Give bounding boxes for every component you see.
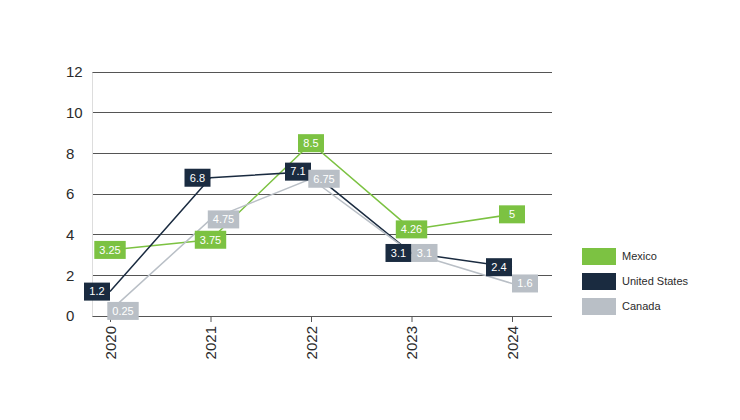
data-label-text: 0.25 (112, 305, 133, 317)
data-label: 3.1 (412, 244, 438, 262)
y-tick: 6 (66, 185, 92, 202)
data-label: 6.75 (308, 170, 339, 188)
series-line (110, 172, 512, 292)
y-tick-label: 0 (66, 307, 74, 324)
x-tick: 2024 (504, 316, 521, 359)
legend-label: Mexico (622, 250, 657, 262)
x-tick-label: 2021 (202, 326, 219, 359)
data-label: 1.2 (84, 283, 110, 301)
data-label: 3.25 (94, 241, 125, 259)
data-label: 4.75 (208, 210, 239, 228)
series-line (110, 179, 512, 311)
y-axis-line (92, 73, 93, 317)
data-label-text: 3.1 (417, 247, 432, 259)
data-label-box (107, 302, 138, 320)
data-label-box (512, 274, 538, 292)
data-label: 2.4 (486, 258, 512, 276)
data-label-text: 6.75 (313, 173, 334, 185)
data-label-box (486, 258, 512, 276)
lines (110, 143, 512, 311)
data-label-text: 3.1 (391, 247, 406, 259)
y-tick: 12 (66, 63, 92, 80)
data-label: 0.25 (107, 302, 138, 320)
data-label-box (84, 283, 110, 301)
y-tick: 10 (66, 104, 92, 121)
x-axis: 2020 2021 2022 2023 2024 (102, 316, 521, 359)
data-label-box (308, 170, 339, 188)
x-tick-mark (311, 316, 312, 322)
x-tick: 2022 (303, 316, 320, 359)
data-label-text: 4.75 (213, 213, 234, 225)
chart: 0 2 4 6 8 10 12 2020 2021 2022 2023 2024 3.25 3.75 8.5… (0, 0, 740, 420)
grid-line (92, 72, 552, 73)
legend-swatch (582, 298, 616, 315)
data-label-text: 5 (509, 208, 515, 220)
data-label: 3.75 (195, 231, 226, 249)
legend-label: United States (622, 275, 689, 287)
data-label: 3.1 (386, 244, 412, 262)
y-tick-label: 2 (66, 267, 74, 284)
legend-label: Canada (622, 300, 661, 312)
x-tick-label: 2022 (303, 326, 320, 359)
y-tick: 2 (66, 267, 92, 284)
data-label-text: 4.26 (401, 223, 422, 235)
grid-line (92, 194, 552, 195)
data-label-box (298, 134, 324, 152)
data-label-box (412, 244, 438, 262)
y-tick-label: 12 (66, 63, 83, 80)
data-label-box (499, 205, 525, 223)
x-tick-label: 2020 (102, 326, 119, 359)
data-label-text: 3.25 (99, 244, 120, 256)
y-tick-label: 4 (66, 226, 74, 243)
x-tick: 2023 (403, 316, 420, 359)
data-label: 1.6 (512, 274, 538, 292)
data-label: 7.1 (285, 163, 311, 181)
data-label-text: 3.75 (200, 234, 221, 246)
x-tick: 2021 (202, 316, 219, 359)
data-label: 8.5 (298, 134, 324, 152)
data-label-text: 1.2 (89, 285, 104, 297)
data-label-text: 8.5 (303, 137, 318, 149)
y-tick: 0 (66, 307, 92, 324)
data-label-box (386, 244, 412, 262)
data-label-box (396, 220, 427, 238)
data-label: 5 (499, 205, 525, 223)
data-label-text: 6.8 (190, 172, 205, 184)
data-label-box (185, 169, 211, 187)
x-axis-line (111, 317, 513, 323)
data-label-text: 7.1 (290, 165, 305, 177)
legend-swatch (582, 273, 616, 290)
data-label-box (208, 210, 239, 228)
x-tick-mark (512, 316, 513, 322)
legend-swatch (582, 248, 616, 265)
data-label-text: 2.4 (491, 261, 506, 273)
x-tick: 2020 (102, 316, 119, 359)
data-label-box (285, 163, 311, 181)
series-line (110, 143, 512, 250)
data-label-text: 1.6 (517, 277, 532, 289)
legend: Mexico United States Canada (582, 248, 689, 315)
y-tick: 8 (66, 145, 92, 162)
x-tick-label: 2023 (403, 326, 420, 359)
x-tick-mark (211, 316, 212, 322)
y-tick-label: 10 (66, 104, 83, 121)
data-label: 4.26 (396, 220, 427, 238)
x-tick-mark (412, 316, 413, 322)
grid (92, 72, 552, 316)
grid-line (92, 112, 552, 113)
data-label: 6.8 (185, 169, 211, 187)
data-label-box (94, 241, 125, 259)
y-tick: 4 (66, 226, 92, 243)
y-tick-label: 6 (66, 185, 74, 202)
data-labels: 3.25 3.75 8.5 4.26 5 1.2 6.8 7.1 3.1 2.4 0.25 4.75 6… (84, 134, 538, 320)
data-label-box (195, 231, 226, 249)
x-tick-label: 2024 (504, 326, 521, 359)
y-tick-label: 8 (66, 145, 74, 162)
